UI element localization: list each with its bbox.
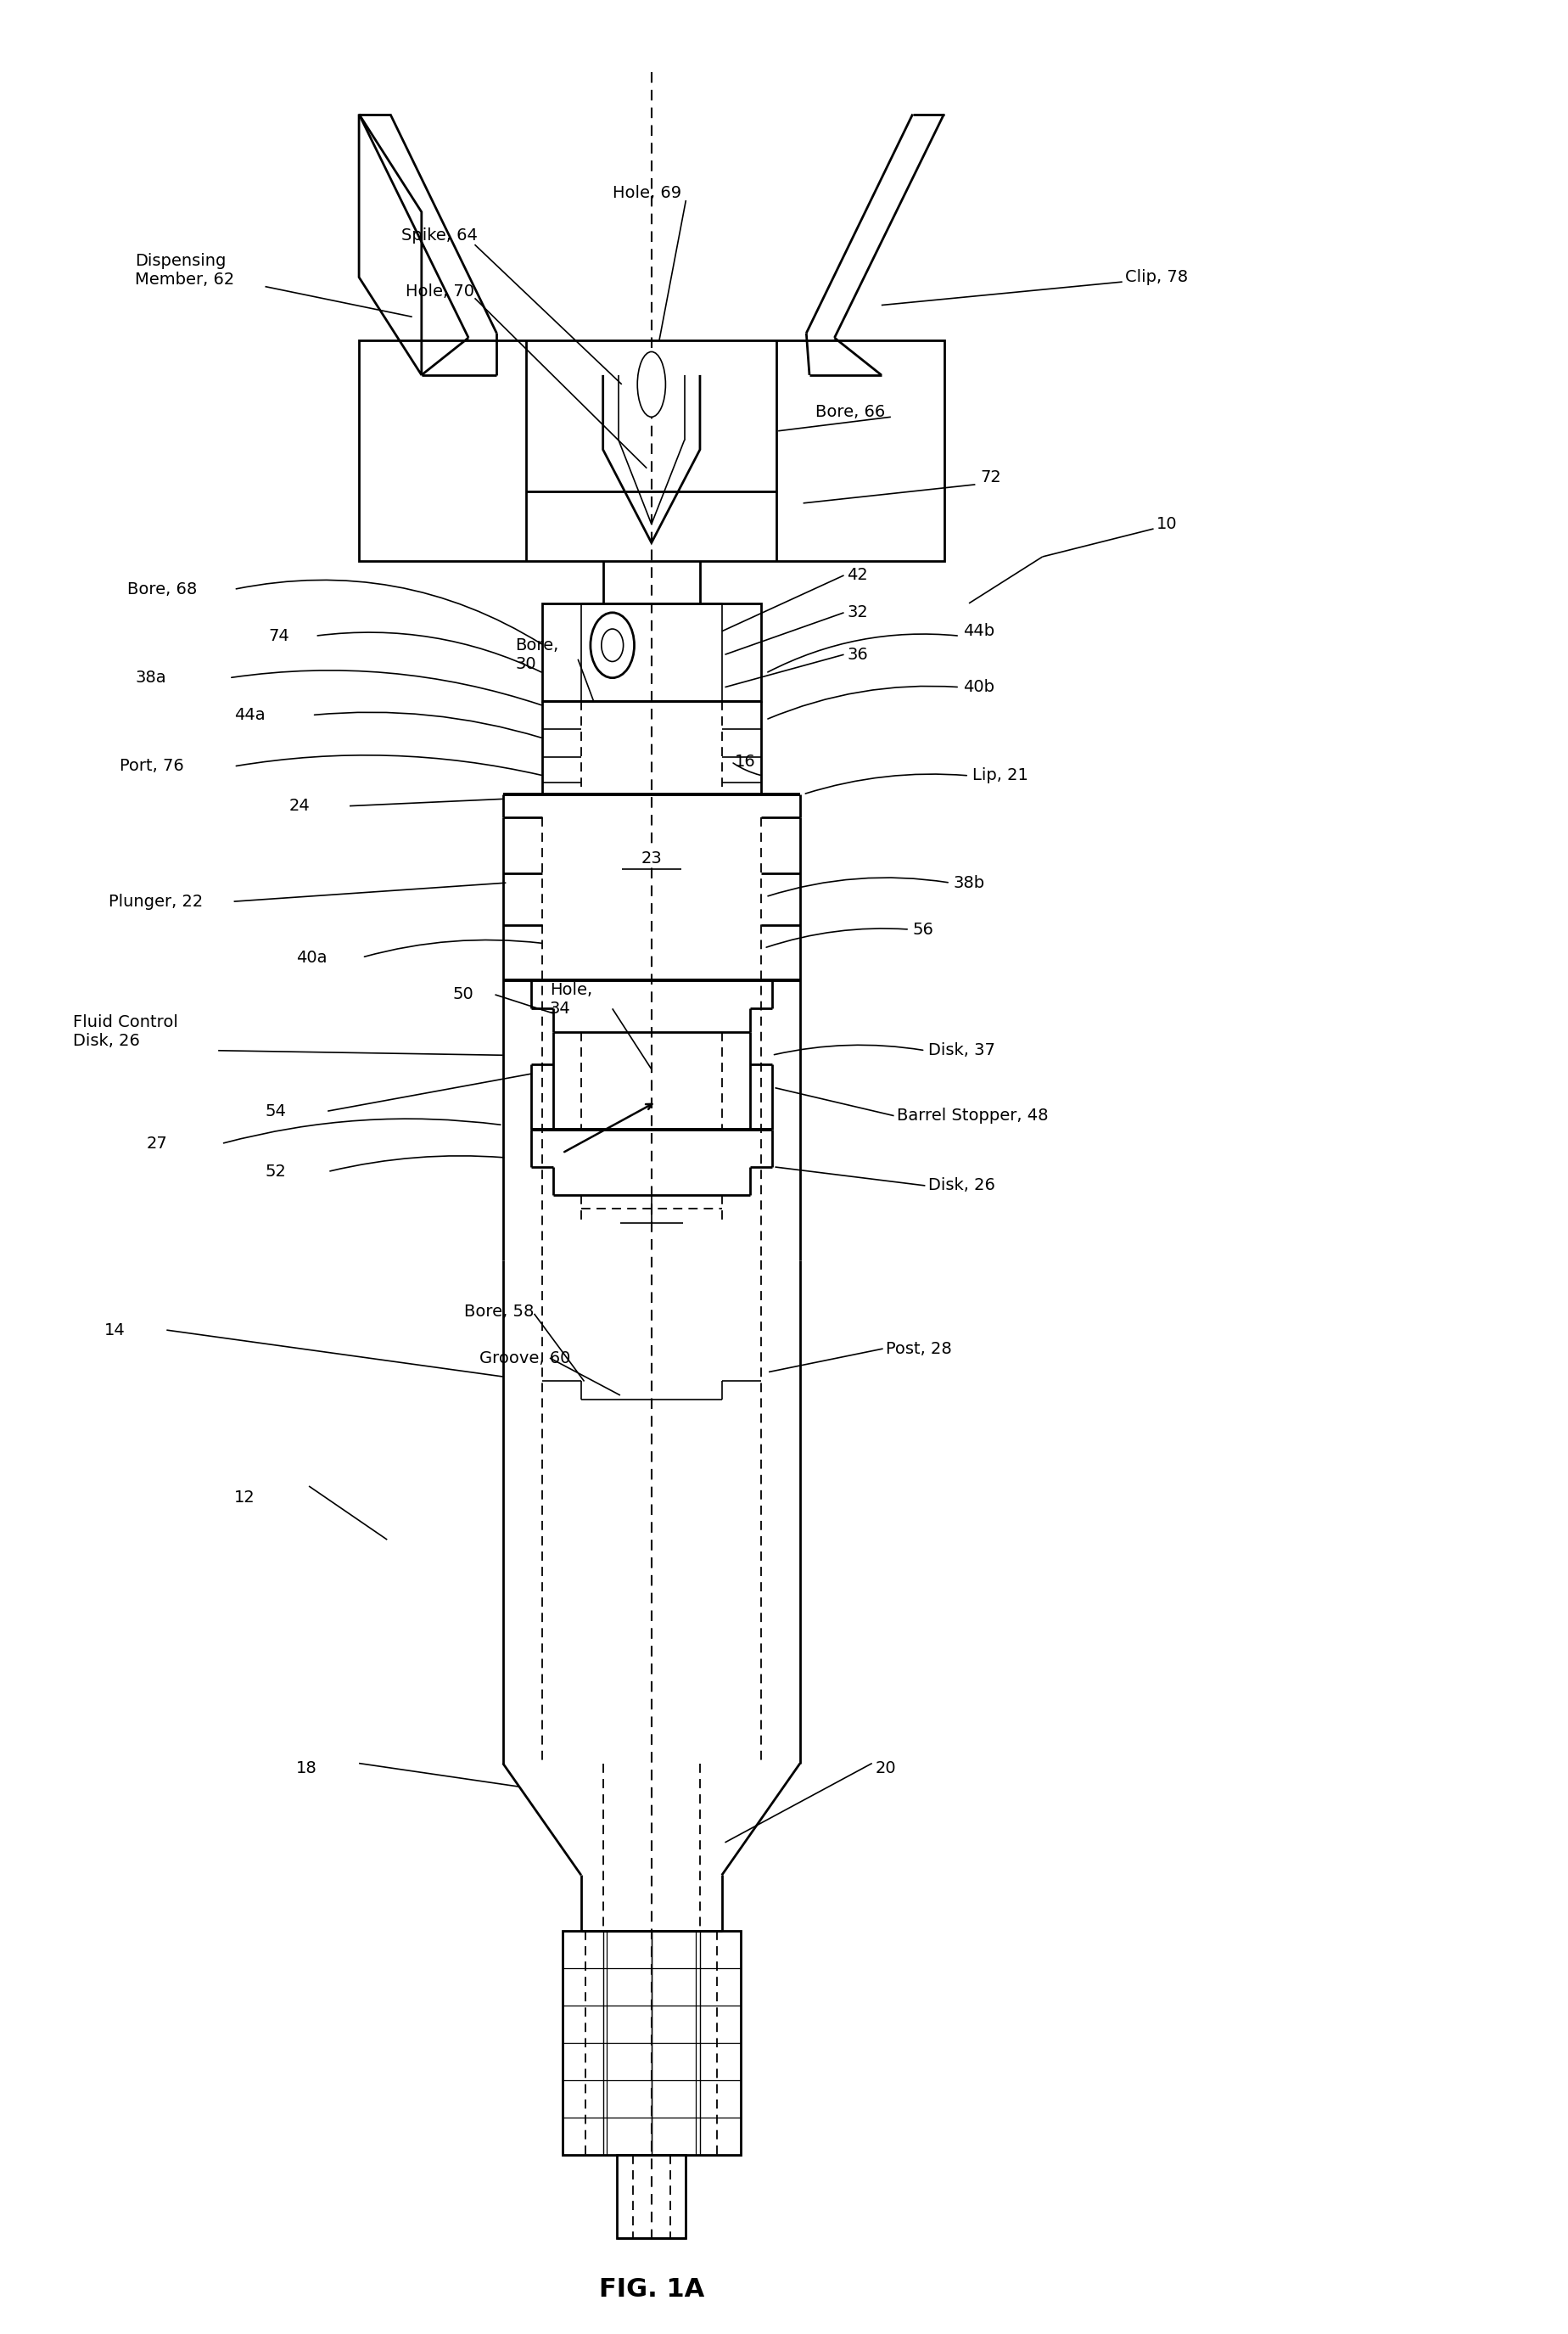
Text: 38a: 38a [135, 670, 166, 686]
Text: Disk, 37: Disk, 37 [928, 1043, 994, 1060]
Text: Disk, 26: Disk, 26 [928, 1179, 994, 1193]
Text: Plunger, 22: Plunger, 22 [108, 894, 202, 910]
Text: Bore, 66: Bore, 66 [815, 404, 884, 420]
Text: Lip, 21: Lip, 21 [972, 768, 1027, 784]
Text: 12: 12 [234, 1489, 254, 1505]
Text: 14: 14 [103, 1321, 125, 1337]
Text: 20: 20 [875, 1760, 895, 1776]
Text: Groove, 60: Groove, 60 [480, 1349, 571, 1365]
Text: Bore,
30: Bore, 30 [516, 637, 558, 672]
Bar [616, 2154, 685, 2238]
Text: 54: 54 [265, 1104, 285, 1120]
Circle shape [601, 628, 622, 661]
Text: 56: 56 [913, 922, 933, 938]
Circle shape [590, 612, 633, 677]
Text: Spike, 64: Spike, 64 [401, 226, 477, 243]
Text: 52: 52 [265, 1165, 285, 1179]
Text: 50: 50 [453, 987, 474, 1004]
Text: Port, 76: Port, 76 [119, 759, 183, 775]
Text: 38b: 38b [953, 875, 985, 892]
Text: Barrel Stopper, 48: Barrel Stopper, 48 [897, 1109, 1047, 1123]
Text: 18: 18 [296, 1760, 317, 1776]
Text: FIG. 1A: FIG. 1A [599, 2278, 704, 2301]
Text: 36: 36 [847, 647, 867, 663]
Text: 44b: 44b [963, 623, 994, 640]
Text: Bore, 68: Bore, 68 [127, 581, 198, 598]
Text: Fluid Control
Disk, 26: Fluid Control Disk, 26 [72, 1015, 177, 1050]
Text: 74: 74 [268, 628, 289, 644]
Text: 42: 42 [847, 567, 867, 584]
Text: 40a: 40a [296, 950, 328, 966]
Text: 23: 23 [641, 850, 662, 866]
Text: Hole, 70: Hole, 70 [406, 282, 475, 299]
Bar [359, 341, 944, 562]
Ellipse shape [637, 352, 665, 418]
Text: 27: 27 [146, 1137, 168, 1151]
Text: Clip, 78: Clip, 78 [1124, 268, 1187, 285]
Text: Dispensing
Member, 62: Dispensing Member, 62 [135, 252, 235, 287]
Text: 24: 24 [289, 798, 309, 815]
Text: 10: 10 [1156, 516, 1178, 532]
Bar [541, 602, 760, 700]
Text: 32: 32 [847, 605, 867, 621]
Text: Hole, 69: Hole, 69 [612, 184, 681, 201]
Text: Post, 28: Post, 28 [886, 1340, 952, 1356]
Text: 16: 16 [734, 754, 754, 770]
Text: Bore, 58: Bore, 58 [464, 1302, 533, 1319]
Text: 40b: 40b [963, 679, 994, 696]
Bar [561, 1930, 740, 2154]
Text: 44a: 44a [234, 707, 265, 724]
Text: 72: 72 [980, 469, 1000, 485]
Text: Hole,
34: Hole, 34 [549, 983, 593, 1018]
